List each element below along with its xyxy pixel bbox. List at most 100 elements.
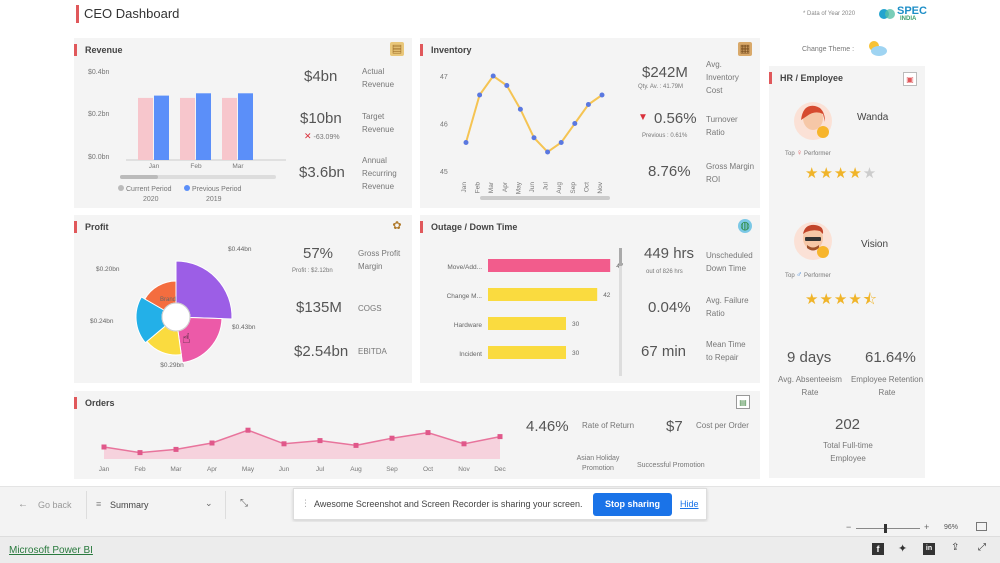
coins-icon: ▤ — [390, 42, 404, 56]
y-tick: $0.4bn — [88, 69, 110, 76]
chevron-down-icon[interactable]: ⌄ — [205, 498, 213, 508]
revenue-bar — [238, 93, 253, 160]
screen-share-banner: ⋮ Awesome Screenshot and Screen Recorder… — [293, 488, 707, 520]
data-point — [531, 135, 537, 141]
orders-area-chart: Jan Feb Mar Apr May Jun Jul Aug Sep Oct Nov Dec — [99, 427, 507, 473]
legend-current-label: Current Period — [126, 186, 172, 193]
profit-pie-chart: $0.44bn $0.43bn $0.29bn $0.24bn $0.20bn — [90, 246, 256, 369]
orders-card: Orders ▤ Jan Feb Mar Apr May Jun Jul Aug Sep Oct N… — [74, 391, 760, 479]
share-icon[interactable]: ⇪ — [951, 542, 960, 553]
zoom-slider[interactable] — [856, 528, 920, 529]
profit-sub: Profit : $2.12bn — [292, 268, 333, 274]
data-point — [572, 121, 578, 126]
cogs-value: $135M — [296, 299, 342, 316]
nav-divider — [225, 491, 226, 519]
outage-scrollbar[interactable] — [619, 248, 622, 376]
ebitda-label: EBITDA — [358, 347, 387, 356]
revenue-bar — [138, 97, 153, 160]
data-point — [209, 440, 215, 446]
outage-bar — [488, 346, 566, 359]
data-point — [463, 140, 469, 145]
collapse-icon[interactable]: ⤡ — [240, 498, 248, 509]
performer-tag: Top ♀ Performer — [785, 148, 831, 157]
back-arrow-icon[interactable]: ← — [18, 499, 28, 510]
share-message: Awesome Screenshot and Screen Recorder i… — [314, 499, 583, 509]
x-tick-label: Jan — [149, 163, 160, 170]
turnover-value: 0.56% — [654, 110, 697, 127]
go-back-button[interactable]: Go back — [38, 500, 72, 510]
performer-tag: Top ♂ Performer — [785, 270, 831, 279]
data-point — [461, 441, 467, 447]
turnover-label: Turnover Ratio — [706, 115, 738, 137]
target-revenue-label: Target Revenue — [362, 112, 395, 134]
absenteeism-value: 9 days — [787, 349, 832, 366]
cost-per-order-value: $7 — [666, 418, 683, 435]
promo-label-2: Successful Promotion — [637, 462, 705, 469]
linkedin-icon[interactable]: in — [923, 543, 935, 555]
stop-sharing-button[interactable]: Stop sharing — [593, 493, 672, 516]
inventory-scrollbar[interactable] — [480, 196, 610, 200]
x-tick-label: Mar — [170, 466, 182, 473]
x-tick-label: Jul — [543, 181, 550, 190]
employee-name: Vision — [861, 239, 889, 250]
outage-bar — [488, 317, 566, 330]
drag-handle-icon[interactable]: ⋮ — [301, 498, 310, 508]
data-point — [245, 427, 251, 433]
target-revenue-value: $10bn — [300, 110, 342, 127]
revenue-card: Revenue ▤ $0.4bn $0.2bn $0.0bn Jan Feb Mar… — [74, 38, 412, 208]
failure-ratio-label: Avg. Failure Ratio — [706, 296, 749, 318]
data-point — [317, 438, 323, 444]
rating-stars-vision: ★★★★⯪ — [805, 291, 879, 308]
zoom-in-icon[interactable]: + — [924, 522, 930, 532]
fit-page-icon[interactable] — [976, 522, 987, 531]
inventory-title: Inventory — [420, 44, 472, 56]
gross-margin-value: 57% — [303, 245, 334, 262]
unscheduled-sub: out of 826 hrs — [646, 269, 683, 275]
x-tick-label: Apr — [207, 466, 218, 473]
return-rate-label: Rate of Return — [582, 421, 635, 430]
inventory-line-chart: 47 46 45 Jan Feb Mar Apr May Jun Jul Aug Sep Oct Nov — [440, 73, 605, 194]
employee-name: Wanda — [857, 112, 889, 123]
actual-revenue-value: $4bn — [304, 68, 338, 85]
bottom-nav-bar: ← Go back ≡ Summary ⌄ ⤡ ⋮ Awesome Screen… — [0, 486, 1000, 522]
x-tick-label: Aug — [556, 182, 563, 194]
outage-card: Outage / Down Time ◍ Move/Add...47Change… — [420, 215, 760, 383]
actual-revenue-label: Actual Revenue — [362, 67, 395, 89]
gmroi-label: Gross Margin ROI — [706, 162, 755, 184]
absenteeism-label: Avg. Absenteeism Rate — [778, 375, 842, 397]
hide-link[interactable]: Hide — [680, 499, 699, 509]
page-selector[interactable]: Summary — [110, 500, 149, 510]
zoom-out-icon[interactable]: − — [846, 522, 852, 532]
x-tick-label: Jul — [316, 466, 325, 473]
performer-label: Performer — [804, 273, 831, 279]
x-tick-label: Feb — [190, 163, 202, 170]
unscheduled-label: Unscheduled Down Time — [706, 251, 753, 273]
hr-card: HR / Employee ▣ Wanda Top ♀ Performer ★★… — [769, 66, 925, 478]
change-theme-label: Change Theme : — [802, 46, 855, 53]
revenue-bar — [222, 97, 237, 160]
theme-toggle-icon[interactable] — [866, 39, 888, 57]
footer: Microsoft Power BI f ✦ in ⇪ ⤢ — [0, 536, 1000, 563]
inventory-qty: Qty. Av. : 41.79M — [638, 84, 684, 90]
revenue-bar-chart: Jan Feb Mar — [126, 93, 286, 170]
legend-current-year: 2020 — [143, 196, 159, 203]
pie-center-label: Brand — [160, 297, 177, 303]
fullscreen-icon[interactable]: ⤢ — [978, 542, 986, 553]
revenue-scrollbar[interactable] — [120, 175, 276, 179]
female-icon: ♀ — [796, 148, 803, 157]
plant-icon: ✿ — [392, 220, 402, 232]
facebook-icon[interactable]: f — [872, 543, 884, 555]
y-tick-label: 47 — [440, 74, 448, 81]
powerbi-link[interactable]: Microsoft Power BI — [9, 545, 93, 556]
x-tick-label: Mar — [488, 181, 495, 193]
data-note: * Data of Year 2020 — [803, 11, 856, 17]
twitter-icon[interactable]: ✦ — [898, 543, 908, 555]
fulltime-value: 202 — [835, 416, 861, 433]
page-title: CEO Dashboard — [84, 6, 180, 21]
zoom-slider-handle[interactable] — [884, 524, 887, 533]
x-tick-label: Oct — [423, 466, 433, 473]
x-tick-label: Feb — [475, 182, 482, 194]
x-tick-label: May — [242, 466, 255, 473]
data-point — [599, 92, 605, 98]
bar-value-label: 30 — [572, 350, 580, 357]
